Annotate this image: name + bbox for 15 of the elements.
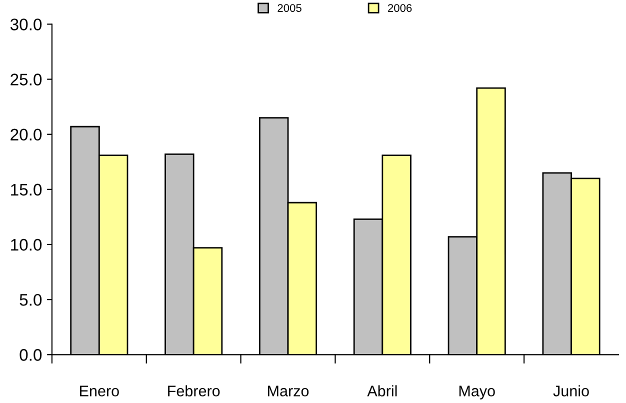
y-tick-label: 30.0 [10, 18, 42, 30]
x-tick-label: Mayo [459, 386, 495, 400]
legend-label: 2005 [278, 4, 302, 12]
x-tick-label: Enero [80, 386, 119, 396]
y-tick-label: 0.0 [20, 349, 42, 361]
legend-label: 2006 [388, 4, 412, 12]
x-tick-label: Marzo [268, 386, 309, 396]
x-tick-label: Febrero [168, 385, 220, 396]
y-tick-label: 5.0 [20, 294, 42, 306]
x-tick-label: Abril [367, 385, 397, 396]
y-tick-label: 20.0 [10, 128, 42, 141]
x-tick-label: Junio [553, 385, 589, 396]
y-tick-label: 15.0 [11, 184, 42, 196]
y-tick-label: 25.0 [10, 74, 42, 86]
y-tick-label: 10.0 [11, 238, 42, 251]
